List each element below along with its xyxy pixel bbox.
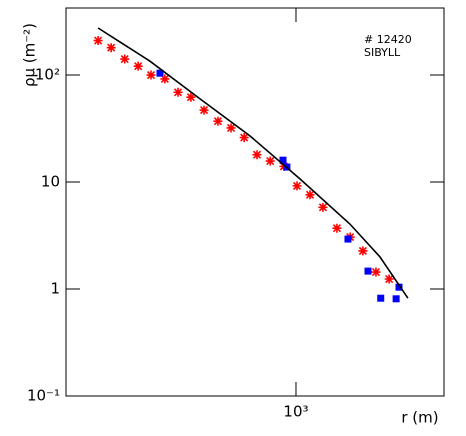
annotation: # 12420 [364,33,412,46]
annotation: SIBYLL [364,46,401,59]
y-tick-label: 10⁻¹ [27,387,60,405]
data-point [173,87,183,97]
data-point [305,190,315,200]
data-point [364,267,372,275]
x-axis-label: r (m) [401,409,438,427]
fit-line [97,27,409,299]
y-tick-label: 1 [50,280,60,298]
data-point [93,36,103,46]
data-point [186,92,196,102]
y-tick-label: 10 [41,173,60,191]
data-point [318,202,328,212]
data-point [226,123,236,133]
data-point [252,150,262,160]
data-point [199,105,209,115]
data-point [377,294,385,302]
x-tick-label: 10³ [283,403,308,421]
data-point [395,283,403,291]
data-point [133,61,143,71]
data-point [344,235,352,243]
plot-frame [65,7,445,397]
data-point [156,69,164,77]
data-point [358,246,368,256]
data-point [392,295,400,303]
y-tick-label: 10² [35,66,60,84]
data-point [239,133,249,143]
y-axis-label: ρμ (m⁻²) [21,23,39,87]
data-point [332,223,342,233]
data-point [213,116,223,126]
data-point [384,274,394,284]
data-point [371,267,381,277]
data-point [146,70,156,80]
data-point [160,74,170,84]
data-point [292,181,302,191]
data-point [120,54,130,64]
data-point [279,156,287,164]
data-point [106,43,116,53]
data-point [265,156,275,166]
